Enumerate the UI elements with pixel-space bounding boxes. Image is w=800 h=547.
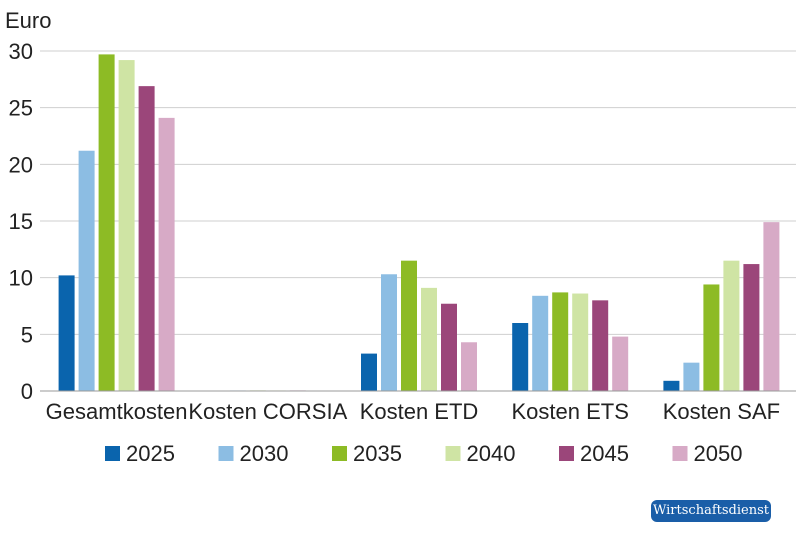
legend: 2025 2030 2035 2040 2045 2050 [105, 441, 742, 466]
x-tick-label: Kosten ETS [512, 399, 629, 424]
legend-label: 2030 [240, 441, 289, 466]
y-tick-label: 15 [9, 209, 33, 234]
bar-2030-0 [78, 150, 95, 391]
y-tick-labels: 0 5 10 15 20 25 30 [9, 39, 33, 404]
source-badge: Wirtschaftsdienst [651, 500, 771, 522]
bar-2035-3 [552, 292, 569, 391]
y-tick-label: 20 [9, 152, 33, 177]
bar-2040-2 [421, 287, 437, 391]
bar-2040-3 [572, 293, 589, 391]
bar-2045-4 [743, 264, 760, 391]
bar-2050-3 [612, 336, 629, 391]
x-tick-label: Kosten CORSIA [188, 399, 347, 424]
y-tick-label: 10 [9, 266, 33, 291]
bar-2025-0 [58, 275, 75, 391]
legend-label: 2040 [467, 441, 516, 466]
legend-swatch-2025 [105, 446, 120, 461]
x-tick-label: Gesamtkosten [46, 399, 188, 424]
legend-swatch-2050 [672, 446, 688, 461]
bar-2050-2 [461, 342, 477, 391]
bar-2050-4 [763, 222, 780, 391]
y-tick-label: 30 [9, 39, 33, 64]
bar-2030-3 [532, 295, 549, 391]
legend-swatch-2035 [332, 446, 347, 461]
bar-2050-0 [158, 117, 175, 391]
y-tick-label: 0 [21, 379, 33, 404]
legend-label: 2050 [694, 441, 743, 466]
y-tick-label: 25 [9, 96, 33, 121]
bar-2030-4 [683, 362, 700, 391]
bar-2040-4 [723, 260, 740, 391]
bar-2035-0 [98, 54, 115, 392]
bar-series [58, 54, 780, 392]
legend-label: 2035 [353, 441, 402, 466]
bar-2045-2 [441, 303, 457, 391]
legend-swatch-2045 [559, 446, 574, 461]
legend-label: 2025 [126, 441, 175, 466]
y-axis-label: Euro [5, 8, 51, 33]
x-tick-labels: Gesamtkosten Kosten CORSIA Kosten ETD Koste… [46, 399, 780, 424]
bar-2035-2 [401, 260, 417, 391]
y-tick-label: 5 [21, 322, 33, 347]
legend-swatch-2040 [445, 446, 461, 461]
legend-swatch-2030 [218, 446, 234, 461]
bar-2040-0 [118, 60, 135, 392]
bar-2025-3 [512, 323, 529, 391]
legend-label: 2045 [580, 441, 629, 466]
bar-2030-2 [381, 274, 397, 391]
bar-2025-4 [663, 380, 680, 391]
bar-2025-2 [361, 353, 377, 391]
bar-2035-4 [703, 284, 720, 391]
x-tick-label: Kosten ETD [360, 399, 479, 424]
bar-2045-0 [138, 86, 155, 391]
bar-2045-3 [592, 300, 609, 391]
x-tick-label: Kosten SAF [663, 399, 780, 424]
